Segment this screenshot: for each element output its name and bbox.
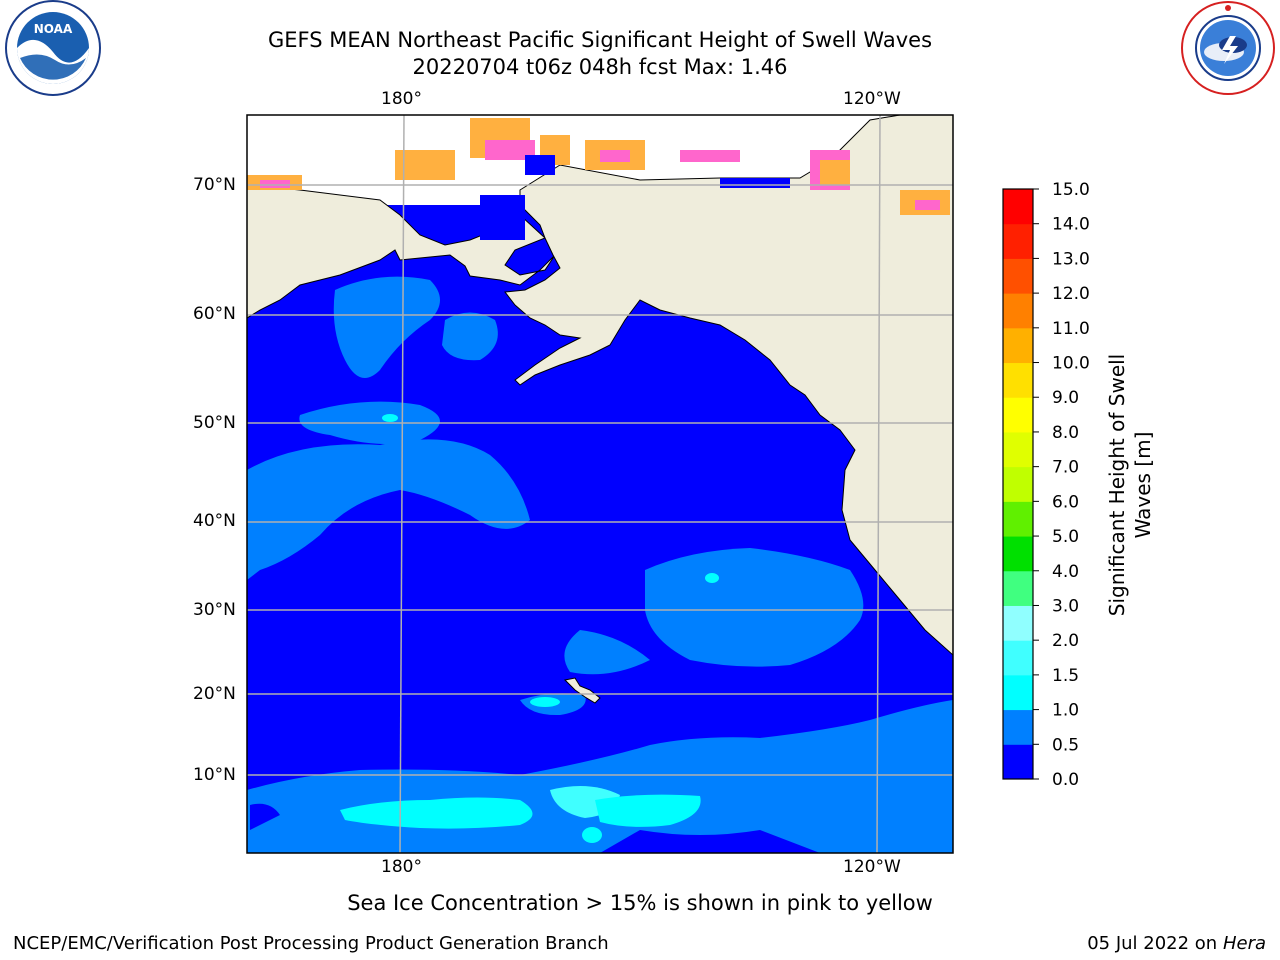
colorbar-segment	[1003, 189, 1033, 225]
colorbar-segments	[1003, 189, 1033, 780]
swell-region-cyan-4	[530, 697, 560, 707]
graticule	[247, 115, 953, 853]
lat-label-30n: 30°N	[193, 600, 236, 620]
lat-label-60n: 60°N	[193, 304, 236, 324]
footer-date: 05 Jul 2022 on Hera	[1087, 933, 1266, 954]
colorbar-segment	[1003, 293, 1033, 329]
swell-region-cyan-3	[595, 794, 701, 827]
sea-ice-note-text: Sea Ice Concentration > 15% is shown in …	[347, 891, 933, 915]
colorbar-segment	[1003, 640, 1033, 676]
colorbar-tick-label: 0.0	[1052, 770, 1079, 790]
colorbar-tick-label: 13.0	[1052, 249, 1090, 269]
chart-title: GEFS MEAN Northeast Pacific Significant …	[267, 28, 933, 52]
colorbar-tick-label: 3.0	[1052, 596, 1079, 616]
colorbar-tick-label: 14.0	[1052, 215, 1090, 235]
swell-region-bering-2	[442, 312, 498, 361]
chart-subtitle: 20220704 t06z 048h fcst Max: 1.46	[412, 55, 788, 79]
footer-credit: NCEP/EMC/Verification Post Processing Pr…	[13, 933, 609, 954]
lat-label-20n: 20°N	[193, 684, 236, 704]
swell-region-cyan-5	[705, 573, 719, 583]
colorbar-segment	[1003, 223, 1033, 259]
lon-label-top-180: 180°	[381, 89, 422, 109]
sea-ice	[247, 118, 950, 240]
sea-ice-note: Sea Ice Concentration > 15% is shown in …	[0, 891, 1280, 915]
swell-region-east-pacific	[645, 548, 864, 667]
swell-region-hawaii-east	[564, 630, 650, 675]
colorbar-tick-label: 6.0	[1052, 492, 1079, 512]
footer-date-text: 05 Jul 2022 on	[1087, 933, 1223, 954]
swell-region-cyan-7	[582, 827, 602, 843]
lat-label-70n: 70°N	[193, 175, 236, 195]
swell-region-cyan-1	[340, 797, 533, 829]
swell-region-north-pacific	[247, 439, 530, 580]
map-frame	[246, 114, 954, 854]
land-north-america	[504, 115, 953, 656]
lon-label-top-120w: 120°W	[843, 89, 901, 109]
colorbar-tick-label: 11.0	[1052, 319, 1090, 339]
colorbar-tick-label: 7.0	[1052, 458, 1079, 478]
colorbar-ticks: 0.0 0.5 1.0 1.5 2.0 3.0 4.0 5.0 6.0 7.0 8.0 9.0 10.0…	[1033, 180, 1090, 790]
noaa-logo-text: NOAA	[34, 22, 73, 36]
lon-label-bottom-180: 180°	[381, 857, 422, 877]
colorbar-tick-label: 5.0	[1052, 527, 1079, 547]
colorbar-segment	[1003, 605, 1033, 641]
colorbar-tick-label: 1.0	[1052, 701, 1079, 721]
nws-logo-icon	[1181, 1, 1275, 95]
colorbar-tick-label: 10.0	[1052, 354, 1090, 374]
colorbar-segment	[1003, 362, 1033, 398]
colorbar-frame	[1002, 188, 1034, 780]
lat-label-40n: 40°N	[193, 511, 236, 531]
colorbar-segment	[1003, 466, 1033, 502]
lat-label-10n: 10°N	[193, 765, 236, 785]
colorbar-segment	[1003, 744, 1033, 780]
swell-region-bering	[333, 276, 440, 378]
land-hawaii	[563, 677, 601, 704]
colorbar-segment	[1003, 536, 1033, 572]
footer-host: Hera	[1222, 933, 1266, 954]
colorbar-label-line1: Significant Height of Swell	[1105, 353, 1129, 617]
colorbar-tick-label: 0.5	[1052, 735, 1079, 755]
colorbar-tick-label: 1.5	[1052, 666, 1079, 686]
colorbar-segment	[1003, 327, 1033, 364]
lat-label-50n: 50°N	[193, 413, 236, 433]
noaa-logo-icon: NOAA	[5, 0, 101, 96]
colorbar-segment	[1003, 501, 1033, 537]
colorbar-segment	[1003, 674, 1033, 711]
colorbar-segment	[1003, 709, 1033, 745]
swell-low-patch-2	[600, 830, 820, 853]
colorbar-tick-label: 8.0	[1052, 423, 1079, 443]
swell-low-patch	[250, 803, 280, 830]
colorbar-tick-label: 12.0	[1052, 284, 1090, 304]
colorbar-tick-label: 15.0	[1052, 180, 1090, 200]
colorbar-tick-label: 2.0	[1052, 631, 1079, 651]
colorbar-label-line2: Waves [m]	[1131, 431, 1155, 539]
colorbar-segment	[1003, 570, 1033, 606]
colorbar-segment	[1003, 397, 1033, 433]
lon-label-bottom-120w: 120°W	[843, 857, 901, 877]
swell-region-cyan-6	[382, 414, 398, 422]
colorbar-segment	[1003, 431, 1033, 468]
colorbar-tick-label: 4.0	[1052, 562, 1079, 582]
colorbar-segment	[1003, 258, 1033, 294]
colorbar-tick-label: 9.0	[1052, 388, 1079, 408]
